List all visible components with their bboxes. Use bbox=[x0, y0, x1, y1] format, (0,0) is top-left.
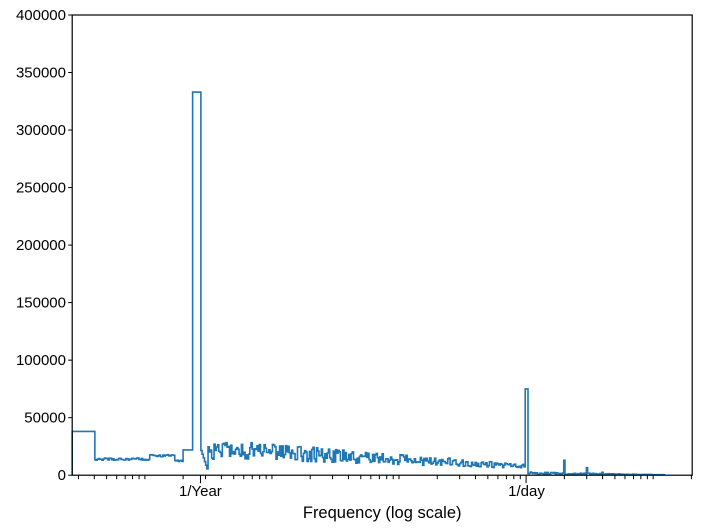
svg-text:1/Year: 1/Year bbox=[179, 483, 222, 500]
svg-text:250000: 250000 bbox=[16, 180, 66, 197]
svg-text:350000: 350000 bbox=[16, 65, 66, 82]
svg-text:100000: 100000 bbox=[16, 352, 66, 369]
svg-text:Frequency (log scale): Frequency (log scale) bbox=[303, 504, 462, 522]
svg-text:400000: 400000 bbox=[16, 7, 66, 24]
svg-text:50000: 50000 bbox=[24, 410, 66, 427]
svg-text:150000: 150000 bbox=[16, 295, 66, 312]
svg-text:1/day: 1/day bbox=[508, 483, 545, 500]
svg-text:0: 0 bbox=[58, 467, 66, 484]
svg-text:300000: 300000 bbox=[16, 122, 66, 139]
svg-text:200000: 200000 bbox=[16, 237, 66, 254]
